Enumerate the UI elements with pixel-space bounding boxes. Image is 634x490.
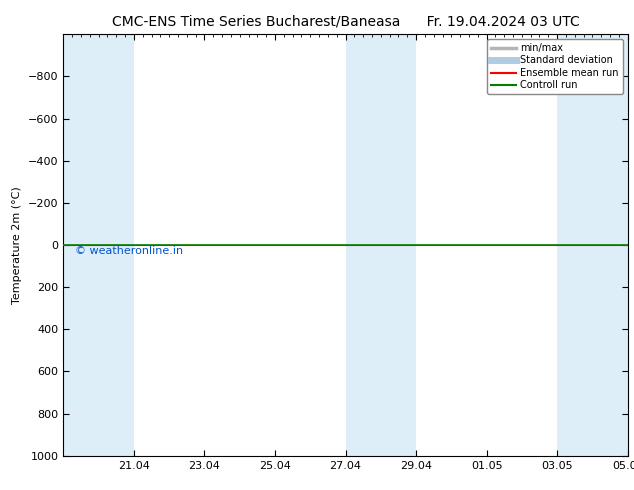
Bar (63, 34, 134, 456)
Title: CMC-ENS Time Series Bucharest/Baneasa      Fr. 19.04.2024 03 UTC: CMC-ENS Time Series Bucharest/Baneasa Fr… (112, 15, 579, 29)
Text: © weatheronline.in: © weatheronline.in (75, 246, 183, 256)
Bar (557, 34, 628, 456)
Y-axis label: Temperature 2m (°C): Temperature 2m (°C) (13, 186, 22, 304)
Bar (346, 34, 416, 456)
Legend: min/max, Standard deviation, Ensemble mean run, Controll run: min/max, Standard deviation, Ensemble me… (488, 39, 623, 94)
